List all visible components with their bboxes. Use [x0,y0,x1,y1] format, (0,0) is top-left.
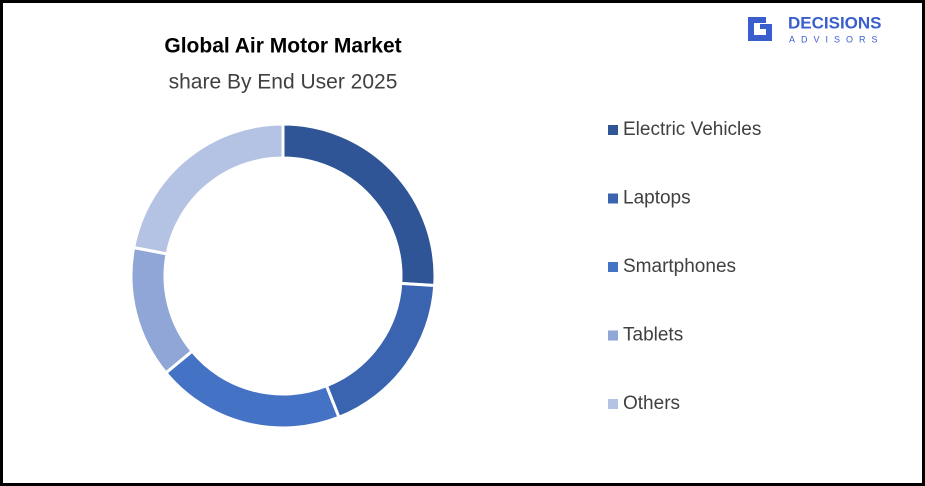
donut-slice [281,122,437,288]
logo: DECISIONS ADVISORS [748,13,884,44]
legend-swatch [608,399,618,409]
legend-label: Tablets [623,325,683,346]
logo-name: DECISIONS [788,13,882,32]
chart-title: Global Air Motor Market [164,35,401,58]
logo-tagline: ADVISORS [789,34,884,44]
legend-label: Electric Vehicles [623,119,761,140]
logo-icon [748,17,772,41]
legend-swatch [608,193,618,204]
legend-swatch [608,262,618,272]
legend-swatch [608,330,618,341]
chart-subtitle: share By End User 2025 [169,71,398,94]
donut-slice [131,122,285,256]
legend-label: Others [623,393,680,414]
chart: Global Air Motor Market share By End Use… [129,13,884,430]
donut-slice [324,281,437,420]
legend-swatch [608,125,618,135]
legend-label: Smartphones [623,256,736,277]
legend-label: Laptops [623,188,691,209]
donut-slice [163,349,341,430]
donut-slice [129,245,195,376]
